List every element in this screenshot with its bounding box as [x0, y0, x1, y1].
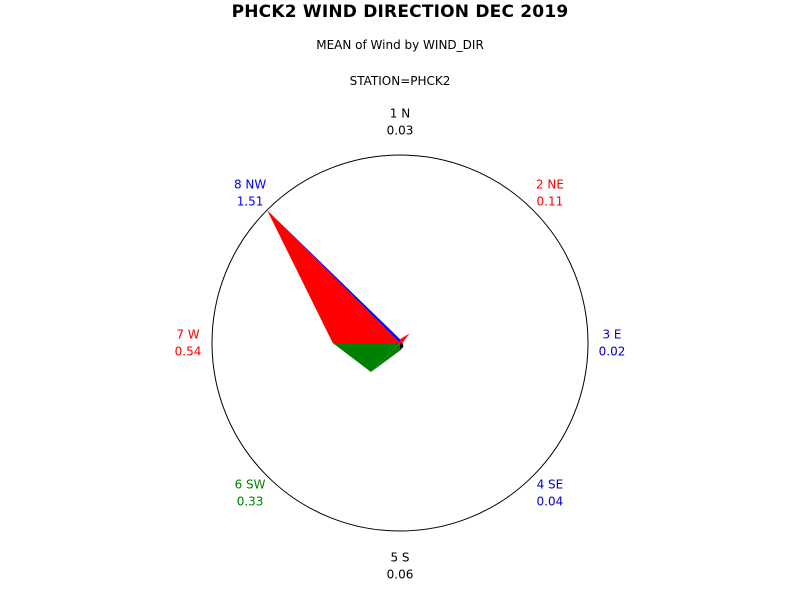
sector-6-sw-to-7-w — [332, 343, 400, 373]
direction-label-7-w: 7 W — [176, 328, 199, 342]
direction-label-2-ne: 2 NE — [536, 178, 564, 192]
chart-subtitle: MEAN of Wind by WIND_DIR — [316, 38, 484, 52]
direction-value-8-nw: 1.51 — [237, 195, 264, 209]
outer-circle — [211, 154, 589, 532]
direction-value-5-s: 0.06 — [387, 568, 414, 582]
direction-label-3-e: 3 E — [602, 328, 621, 342]
sector-4-se-to-5-s — [400, 343, 404, 351]
sector-8-nw-to-1-n — [267, 210, 400, 343]
direction-label-6-sw: 6 SW — [235, 477, 266, 491]
station-label: STATION=PHCK2 — [349, 74, 451, 88]
labels-layer: 1 N 0.03 2 NE 0.11 3 E 0.02 4 SE 0.04 5 S 0.06 6 S… — [175, 107, 626, 582]
direction-value-2-ne: 0.11 — [537, 195, 564, 209]
sector-2-ne-to-3-e — [400, 333, 410, 343]
chart-title: PHCK2 WIND DIRECTION DEC 2019 — [231, 2, 569, 22]
direction-label-4-se: 4 SE — [537, 477, 564, 491]
sector-7-w-to-8-nw — [267, 210, 400, 343]
direction-value-3-e: 0.02 — [599, 345, 626, 359]
direction-value-1-n: 0.03 — [387, 124, 414, 138]
sectors-layer — [267, 210, 410, 373]
direction-label-5-s: 5 S — [390, 551, 409, 565]
direction-value-4-se: 0.04 — [537, 494, 564, 508]
direction-label-8-nw: 8 NW — [234, 178, 266, 192]
direction-label-1-n: 1 N — [390, 107, 410, 121]
direction-value-7-w: 0.54 — [175, 345, 202, 359]
direction-value-6-sw: 0.33 — [237, 494, 264, 508]
